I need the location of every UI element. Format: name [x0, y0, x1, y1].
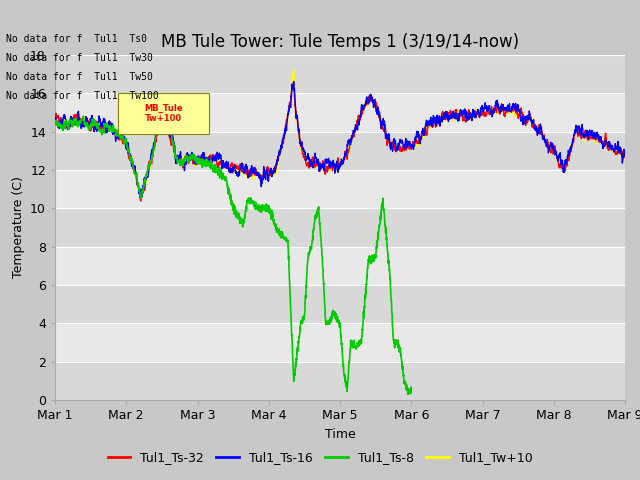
FancyBboxPatch shape	[118, 93, 209, 134]
Bar	[55, 285, 625, 324]
Bar	[55, 170, 625, 208]
Text: No data for f  Tul1  Ts0: No data for f Tul1 Ts0	[6, 34, 147, 44]
Text: No data for f  Tul1  Tw30: No data for f Tul1 Tw30	[6, 53, 153, 63]
Bar	[55, 132, 625, 170]
Text: No data for f  Tul1  Tw100: No data for f Tul1 Tw100	[6, 91, 159, 101]
Bar	[55, 324, 625, 361]
Legend: Tul1_Ts-32, Tul1_Ts-16, Tul1_Ts-8, Tul1_Tw+10: Tul1_Ts-32, Tul1_Ts-16, Tul1_Ts-8, Tul1_…	[102, 446, 538, 469]
Bar	[55, 208, 625, 247]
Bar	[55, 55, 625, 93]
Bar	[55, 247, 625, 285]
Bar	[55, 361, 625, 400]
Text: MB_Tule
Tw+100: MB_Tule Tw+100	[144, 104, 182, 123]
Title: MB Tule Tower: Tule Temps 1 (3/19/14-now): MB Tule Tower: Tule Temps 1 (3/19/14-now…	[161, 33, 519, 51]
Bar	[55, 93, 625, 132]
Text: No data for f  Tul1  Tw50: No data for f Tul1 Tw50	[6, 72, 153, 82]
X-axis label: Time: Time	[324, 428, 355, 441]
Y-axis label: Temperature (C): Temperature (C)	[12, 177, 24, 278]
